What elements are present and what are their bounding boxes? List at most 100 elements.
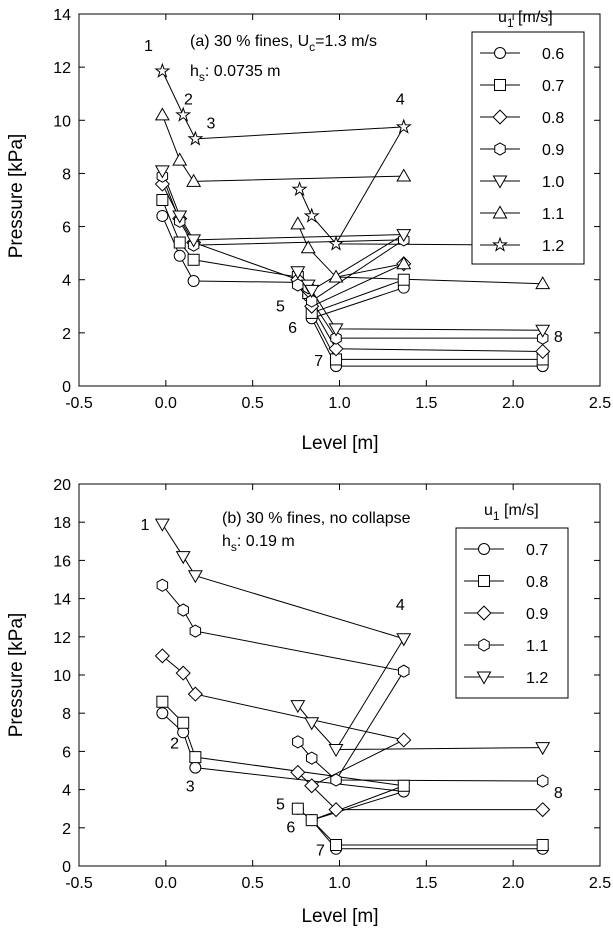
chart-b-y-tick-label: 20 bbox=[53, 477, 71, 494]
chart-a-legend-marker-0-8 bbox=[492, 109, 508, 125]
chart-a-series-1-1-point bbox=[300, 240, 316, 254]
chart-b-x-tick-label: 2.5 bbox=[589, 875, 611, 892]
chart-b-legend-marker-1-1 bbox=[478, 638, 490, 652]
chart-b-series-1-1-point bbox=[292, 735, 304, 749]
chart-b-series-1-1-line bbox=[297, 741, 543, 782]
chart-b-legend-marker-0-8 bbox=[478, 575, 490, 587]
chart-b-point-label: 4 bbox=[396, 597, 405, 614]
chart-b-y-tick-label: 8 bbox=[62, 706, 71, 723]
chart-b-series-1-2-point bbox=[175, 551, 191, 565]
chart-a-series-1-0-point bbox=[396, 229, 412, 243]
chart-b-legend-label-0-7: 0.7 bbox=[526, 542, 548, 559]
chart-b-series-0-9-point bbox=[304, 778, 320, 794]
chart-a-annotation: (a) 30 % fines, Uc=1.3 m/s hs: 0.0735 m bbox=[190, 33, 377, 84]
chart-b-series-1-1-point bbox=[330, 773, 342, 787]
chart-b-series-0-9-line bbox=[311, 739, 404, 787]
chart-a-point-label: 7 bbox=[314, 353, 323, 370]
chart-a-point-label: 3 bbox=[207, 115, 216, 132]
chart-a-legend-marker-0-9 bbox=[494, 142, 506, 156]
chart-b-point-label: 2 bbox=[170, 736, 179, 753]
chart-a-series-1-0-line bbox=[161, 170, 404, 241]
chart-a-series-0-6-point bbox=[187, 275, 200, 288]
chart-a-series-1-2-point bbox=[328, 235, 345, 251]
chart-b-series-1-1-line bbox=[335, 670, 405, 781]
chart-a-series-1-2-point bbox=[395, 118, 412, 134]
chart-b-series-0-8-line bbox=[162, 701, 404, 787]
chart-b-point-label: 6 bbox=[286, 820, 295, 837]
chart-b-x-tick-label: 2.0 bbox=[502, 875, 524, 892]
chart-a-series-1-1-point bbox=[396, 168, 412, 182]
chart-b-series-0-9-point bbox=[535, 802, 551, 818]
chart-b-series-0-8-point bbox=[177, 716, 190, 729]
chart-b-series-0-8-line bbox=[311, 785, 404, 821]
chart-a-series-1-2-line bbox=[299, 189, 543, 246]
chart-a-series-0-7-line bbox=[311, 279, 404, 314]
chart-a-series-1-1-line bbox=[335, 263, 404, 278]
chart-b-x-tick-label: 0.5 bbox=[242, 875, 264, 892]
chart-b-series-0-8-point bbox=[156, 695, 169, 708]
chart-a-x-tick-label: 2.5 bbox=[589, 395, 611, 412]
chart-b-point-label: 8 bbox=[554, 785, 563, 802]
chart-b-point-label: 1 bbox=[141, 517, 150, 534]
chart-b-y-tick-label: 12 bbox=[53, 630, 71, 647]
chart-b-x-axis-title: Level [m] bbox=[301, 906, 378, 927]
chart-b-y-tick-label: 10 bbox=[53, 668, 71, 685]
chart-a-y-tick-label: 10 bbox=[53, 113, 71, 130]
chart-a-y-tick-label: 8 bbox=[62, 166, 71, 183]
chart-b-series-0-8-line bbox=[297, 808, 543, 846]
chart-b-legend-label-1-2: 1.2 bbox=[526, 670, 548, 687]
chart-a-point-label: 6 bbox=[288, 320, 297, 337]
chart-b-series-1-1-line bbox=[161, 584, 404, 672]
chart-a-legend: u1 [m/s] 0.6 0.7 0.8 0.9 1.0 1.1 1.2 bbox=[471, 9, 585, 265]
chart-a-series-1-2-point bbox=[175, 106, 192, 122]
chart-a-legend-label-0-9: 0.9 bbox=[542, 142, 564, 159]
chart-a-series-1-2-point bbox=[291, 180, 308, 197]
chart-a-series-0-9-point bbox=[536, 331, 549, 345]
chart-a-series-1-1-point bbox=[328, 269, 344, 283]
chart-a-series-1-1-point bbox=[290, 216, 306, 230]
chart-a-series-1-2-line bbox=[161, 70, 404, 140]
chart-b-series-1-1-point bbox=[536, 774, 549, 788]
chart-b-series-1-2-line bbox=[161, 523, 404, 640]
chart-b-series-0-9-point bbox=[187, 686, 203, 702]
chart-b-y-tick-label: 4 bbox=[62, 783, 71, 800]
chart-b-series-0-8-point bbox=[330, 838, 343, 851]
chart-a-point-labels: 1 23 4 567 8 bbox=[144, 38, 563, 370]
chart-b-annotation-line1: (b) 30 % fines, no collapse bbox=[222, 510, 411, 527]
chart-a-legend-marker-0-7 bbox=[494, 79, 506, 91]
chart-b-point-label: 5 bbox=[276, 797, 285, 814]
chart-a-legend-title: u1 [m/s] bbox=[498, 9, 553, 30]
chart-a-point-label: 4 bbox=[396, 91, 405, 108]
chart-b-series-0-8-point bbox=[189, 751, 202, 764]
chart-a-legend-label-1-0: 1.0 bbox=[542, 174, 564, 191]
chart-a-series-0-9-point bbox=[305, 294, 318, 308]
chart-a-x-tick-label: 0.5 bbox=[242, 395, 264, 412]
chart-b-point-label: 3 bbox=[186, 779, 195, 796]
chart-a-point-label: 2 bbox=[184, 91, 193, 108]
chart-a-legend-marker-1-1 bbox=[492, 205, 508, 219]
chart-b-series-0-7-line bbox=[162, 712, 404, 793]
chart-a-series-1-2-point bbox=[303, 207, 320, 223]
chart-b-series-1-2-point bbox=[154, 518, 170, 532]
chart-a-series-1-1-line bbox=[297, 223, 543, 285]
chart-a-point-label: 5 bbox=[276, 299, 285, 316]
chart-a-series-1-0-point bbox=[172, 210, 188, 224]
chart-b-legend-label-1-1: 1.1 bbox=[526, 638, 548, 655]
chart-b-y-tick-label: 14 bbox=[53, 592, 71, 609]
chart-a-series-0-9-point bbox=[330, 331, 342, 345]
chart-b-series-0-7-point bbox=[189, 761, 202, 774]
chart-a-annotation-line2: hs: 0.0735 m bbox=[190, 63, 281, 84]
chart-b-series-1-2-line bbox=[297, 705, 543, 750]
chart-a-series-0-8-line bbox=[311, 263, 404, 307]
chart-b-series-1-2-point bbox=[396, 633, 412, 647]
chart-a-series-1-0-line bbox=[311, 234, 405, 291]
chart-b-x-tick-label: 0.0 bbox=[155, 875, 177, 892]
chart-a-legend-marker-1-0 bbox=[492, 175, 508, 189]
chart-b-series-0-8-point bbox=[536, 838, 549, 851]
chart-b-point-label: 7 bbox=[316, 842, 325, 859]
chart-a-series-1-1-point bbox=[154, 107, 170, 121]
